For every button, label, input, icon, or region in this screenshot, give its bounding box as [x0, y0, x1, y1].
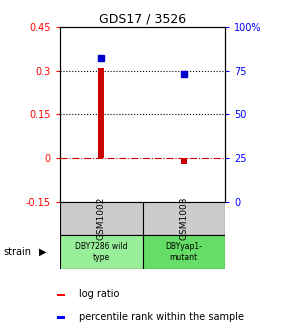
Text: percentile rank within the sample: percentile rank within the sample [80, 312, 244, 322]
Title: GDS17 / 3526: GDS17 / 3526 [99, 13, 186, 26]
Text: strain: strain [3, 247, 31, 257]
Text: ▶: ▶ [39, 247, 46, 257]
Bar [60, 235, 142, 269]
Text: GSM1003: GSM1003 [179, 197, 188, 240]
Bar [57, 294, 65, 296]
Text: DBY7286 wild
type: DBY7286 wild type [75, 242, 128, 262]
Bar [60, 202, 142, 235]
Text: GSM1002: GSM1002 [97, 197, 106, 240]
Bar [181, 158, 187, 164]
Text: log ratio: log ratio [80, 289, 120, 299]
Bar [142, 202, 225, 235]
Bar [142, 235, 225, 269]
Text: DBYyap1-
mutant: DBYyap1- mutant [165, 242, 202, 262]
Bar [98, 68, 104, 158]
Bar [57, 316, 65, 319]
